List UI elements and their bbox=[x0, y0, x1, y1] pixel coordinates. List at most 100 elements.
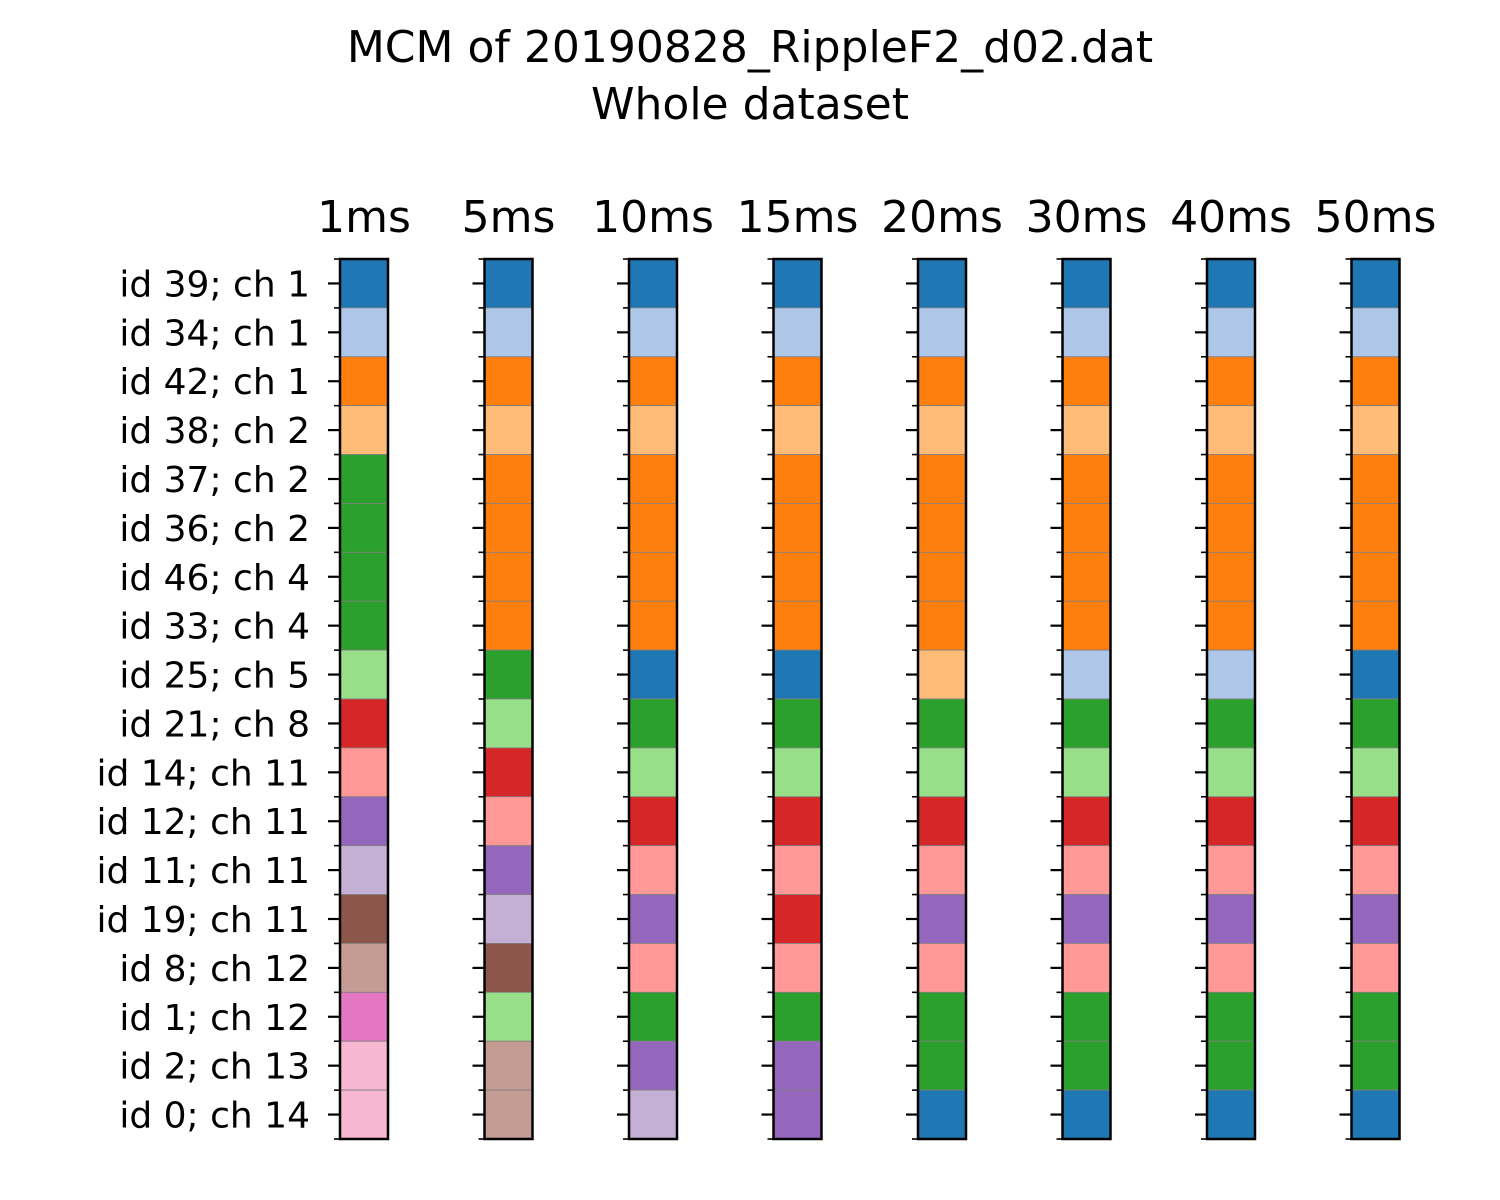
row-label: id 14; ch 11 bbox=[96, 753, 310, 794]
panel-50ms: 50ms bbox=[1315, 192, 1436, 1141]
row-label: id 33; ch 4 bbox=[119, 607, 310, 648]
column-label: 10ms bbox=[592, 192, 714, 243]
cell bbox=[339, 894, 389, 944]
row-label: id 37; ch 2 bbox=[119, 460, 310, 501]
cell bbox=[628, 1089, 678, 1140]
cell bbox=[339, 454, 389, 504]
cell bbox=[484, 405, 533, 455]
cell bbox=[1062, 845, 1111, 895]
cell bbox=[1206, 503, 1256, 553]
cell bbox=[484, 1040, 533, 1091]
cell bbox=[1062, 258, 1111, 309]
cell bbox=[484, 698, 533, 749]
cell bbox=[773, 307, 822, 358]
cell bbox=[484, 258, 533, 309]
cell bbox=[1351, 551, 1400, 602]
cell bbox=[1351, 356, 1400, 407]
cell bbox=[1062, 894, 1111, 944]
cell bbox=[1206, 845, 1256, 895]
cell bbox=[484, 796, 533, 847]
row-label: id 36; ch 2 bbox=[119, 509, 310, 550]
row-label: id 34; ch 1 bbox=[119, 313, 310, 354]
cell bbox=[339, 1089, 389, 1140]
cell bbox=[339, 405, 389, 455]
cell bbox=[628, 845, 678, 895]
cell bbox=[1062, 991, 1111, 1042]
cell bbox=[1351, 307, 1400, 358]
cell bbox=[484, 747, 533, 798]
cell bbox=[339, 649, 389, 700]
cell bbox=[484, 454, 533, 504]
cell bbox=[917, 894, 967, 944]
cell bbox=[1206, 747, 1256, 798]
panel-10ms: 10ms bbox=[592, 192, 714, 1141]
cell bbox=[773, 551, 822, 602]
cell bbox=[1062, 649, 1111, 700]
cell bbox=[1062, 503, 1111, 553]
cell bbox=[1062, 943, 1111, 993]
cell bbox=[1206, 600, 1256, 651]
panel-5ms: 5ms bbox=[462, 192, 555, 1141]
cell bbox=[917, 943, 967, 993]
panel-15ms: 15ms bbox=[737, 192, 858, 1141]
cell bbox=[1206, 943, 1256, 993]
row-label: id 25; ch 5 bbox=[119, 656, 310, 697]
cell bbox=[1351, 454, 1400, 504]
cell bbox=[773, 747, 822, 798]
cell bbox=[1351, 258, 1400, 309]
cell bbox=[917, 405, 967, 455]
cell bbox=[1351, 405, 1400, 455]
cell bbox=[628, 943, 678, 993]
row-label: id 2; ch 13 bbox=[119, 1047, 310, 1088]
row-label: id 11; ch 11 bbox=[96, 851, 310, 892]
cell bbox=[628, 991, 678, 1042]
cell bbox=[628, 600, 678, 651]
cell bbox=[628, 649, 678, 700]
column-label: 20ms bbox=[881, 192, 1003, 243]
cell bbox=[773, 405, 822, 455]
cell bbox=[628, 1040, 678, 1091]
panel-30ms: 30ms bbox=[1026, 192, 1148, 1141]
cell bbox=[1206, 405, 1256, 455]
cell bbox=[773, 356, 822, 407]
row-label: id 19; ch 11 bbox=[96, 900, 310, 941]
cell bbox=[339, 698, 389, 749]
cell bbox=[917, 503, 967, 553]
cell bbox=[484, 943, 533, 993]
cell bbox=[1351, 698, 1400, 749]
cell bbox=[1206, 454, 1256, 504]
cell bbox=[1351, 747, 1400, 798]
cell bbox=[339, 600, 389, 651]
cell bbox=[628, 307, 678, 358]
cell bbox=[1206, 698, 1256, 749]
column-label: 30ms bbox=[1026, 192, 1148, 243]
cell bbox=[917, 258, 967, 309]
row-label: id 21; ch 8 bbox=[119, 704, 310, 745]
panel-20ms: 20ms bbox=[881, 192, 1003, 1141]
cell bbox=[1062, 600, 1111, 651]
row-label: id 38; ch 2 bbox=[119, 411, 310, 452]
cell bbox=[484, 503, 533, 553]
cell bbox=[1351, 796, 1400, 847]
cell bbox=[339, 551, 389, 602]
cell bbox=[917, 600, 967, 651]
cell bbox=[484, 894, 533, 944]
cell bbox=[773, 1040, 822, 1091]
cell bbox=[628, 551, 678, 602]
cell bbox=[628, 258, 678, 309]
cell bbox=[1206, 894, 1256, 944]
cell bbox=[339, 747, 389, 798]
row-label: id 42; ch 1 bbox=[119, 362, 310, 403]
cell bbox=[1206, 991, 1256, 1042]
cell bbox=[628, 796, 678, 847]
cell bbox=[339, 307, 389, 358]
cell bbox=[773, 454, 822, 504]
cell bbox=[1062, 698, 1111, 749]
cell bbox=[484, 991, 533, 1042]
cell bbox=[1062, 1040, 1111, 1091]
cell bbox=[773, 845, 822, 895]
cell bbox=[484, 307, 533, 358]
cell bbox=[773, 1089, 822, 1140]
cell bbox=[1351, 503, 1400, 553]
